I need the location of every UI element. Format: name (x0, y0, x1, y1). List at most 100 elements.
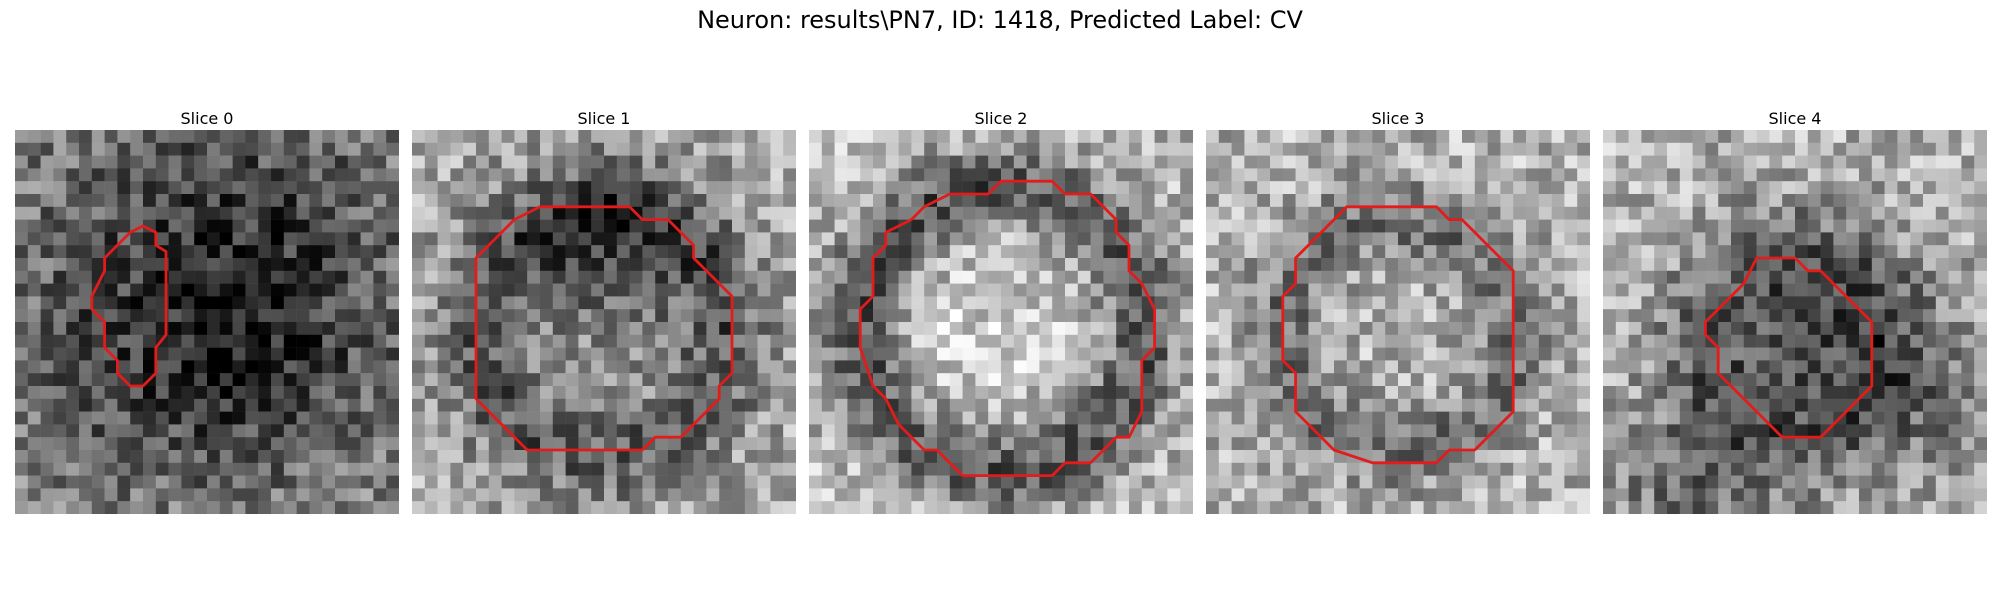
pixel-cell (757, 488, 771, 502)
pixel-cell (1282, 296, 1296, 310)
pixel-cell (1359, 398, 1373, 412)
pixel-cell (245, 475, 259, 489)
pixel-cell (1462, 181, 1476, 195)
pixel-cell (1654, 206, 1668, 220)
pixel-cell (1231, 462, 1245, 476)
pixel-cell (770, 373, 784, 387)
pixel-cell (1282, 411, 1296, 425)
pixel-cell (1513, 270, 1527, 284)
pixel-cell (1667, 142, 1681, 156)
pixel-cell (1218, 501, 1232, 514)
pixel-cell (1231, 411, 1245, 425)
pixel-cell (232, 386, 246, 400)
pixel-cell (1295, 206, 1309, 220)
pixel-cell (680, 373, 694, 387)
pixel-cell (1551, 296, 1565, 310)
pixel-cell (693, 462, 707, 476)
pixel-cell (911, 309, 925, 323)
pixel-cell (732, 181, 746, 195)
pixel-cell (1948, 411, 1962, 425)
pixel-cell (552, 296, 566, 310)
pixel-cell (860, 155, 874, 169)
pixel-cell (1551, 194, 1565, 208)
pixel-cell (937, 462, 951, 476)
pixel-cell (1231, 360, 1245, 374)
pixel-cell (15, 450, 29, 464)
pixel-cell (424, 219, 438, 233)
pixel-cell (1231, 322, 1245, 336)
pixel-cell (1167, 309, 1181, 323)
pixel-cell (1654, 450, 1668, 464)
pixel-cell (283, 462, 297, 476)
pixel-cell (476, 130, 490, 144)
pixel-cell (1116, 373, 1130, 387)
pixel-cell (1667, 232, 1681, 246)
pixel-cell (322, 296, 336, 310)
pixel-cell (1731, 155, 1745, 169)
pixel-cell (1948, 245, 1962, 259)
pixel-cell (911, 424, 925, 438)
pixel-cell (463, 411, 477, 425)
pixel-cell (988, 232, 1002, 246)
pixel-cell (1308, 181, 1322, 195)
pixel-cell (1871, 206, 1885, 220)
pixel-cell (437, 219, 451, 233)
pixel-cell (1718, 475, 1732, 489)
pixel-cell (821, 373, 835, 387)
pixel-cell (412, 450, 426, 464)
pixel-cell (1346, 283, 1360, 297)
pixel-cell (424, 411, 438, 425)
pixel-cell (1270, 437, 1284, 451)
pixel-cell (1897, 258, 1911, 272)
pixel-cell (1692, 181, 1706, 195)
pixel-cell (53, 398, 67, 412)
pixel-cell (1718, 245, 1732, 259)
pixel-cell (1577, 155, 1590, 169)
pixel-cell (1474, 194, 1488, 208)
pixel-cell (706, 283, 720, 297)
pixel-cell (1615, 283, 1629, 297)
pixel-cell (604, 386, 618, 400)
pixel-cell (1154, 386, 1168, 400)
pixel-cell (1257, 424, 1271, 438)
pixel-cell (181, 373, 195, 387)
pixel-cell (1577, 322, 1590, 336)
pixel-cell (1615, 501, 1629, 514)
pixel-cell (1526, 386, 1540, 400)
pixel-cell (1833, 232, 1847, 246)
pixel-cell (1628, 232, 1642, 246)
pixel-cell (1603, 501, 1617, 514)
pixel-cell (1065, 219, 1079, 233)
pixel-cell (616, 270, 630, 284)
pixel-cell (1206, 194, 1220, 208)
pixel-cell (1718, 334, 1732, 348)
pixel-cell (1180, 424, 1193, 438)
pixel-cell (1897, 450, 1911, 464)
pixel-cell (668, 360, 682, 374)
pixel-cell (1667, 488, 1681, 502)
pixel-cell (1334, 194, 1348, 208)
pixel-cell (450, 232, 464, 246)
pixel-cell (1372, 142, 1386, 156)
pixel-cell (629, 386, 643, 400)
pixel-cell (744, 450, 758, 464)
pixel-cell (207, 309, 221, 323)
pixel-cell (1257, 258, 1271, 272)
pixel-cell (1398, 296, 1412, 310)
pixel-cell (719, 155, 733, 169)
pixel-cell (783, 155, 796, 169)
pixel-cell (975, 309, 989, 323)
pixel-cell (975, 322, 989, 336)
pixel-cell (732, 488, 746, 502)
pixel-cell (629, 360, 643, 374)
pixel-cell (1257, 206, 1271, 220)
pixel-cell (565, 437, 579, 451)
pixel-cell (1449, 424, 1463, 438)
pixel-cell (1410, 245, 1424, 259)
pixel-cell (591, 373, 605, 387)
pixel-cell (1743, 168, 1757, 182)
pixel-cell (1526, 475, 1540, 489)
pixel-cell (834, 398, 848, 412)
pixel-cell (1436, 283, 1450, 297)
pixel-cell (1065, 206, 1079, 220)
